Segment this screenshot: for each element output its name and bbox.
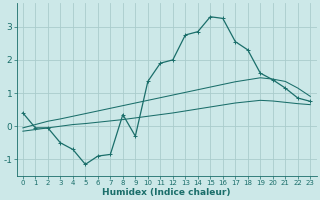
X-axis label: Humidex (Indice chaleur): Humidex (Indice chaleur): [102, 188, 231, 197]
